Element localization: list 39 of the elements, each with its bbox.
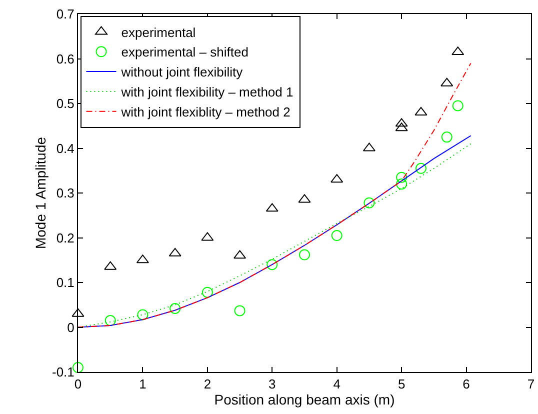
y-tick-label: 0.7: [56, 6, 74, 22]
legend-label: with joint flexibility – method 1: [120, 84, 294, 100]
x-tick-label: 3: [268, 376, 276, 392]
point: [266, 259, 278, 270]
point: [299, 249, 310, 260]
y-tick-label: 0.1: [56, 275, 74, 290]
legend-label: without joint flexibility: [120, 64, 244, 80]
legend-label: experimental – shifted: [121, 44, 248, 60]
y-tick-label: 0.3: [56, 186, 74, 201]
point: [202, 286, 213, 298]
line-series: [78, 62, 472, 328]
x-tick-label: 6: [462, 376, 470, 392]
x-tick-label: 5: [398, 376, 406, 392]
y-tick-label: 0.6: [56, 51, 74, 66]
point: [170, 302, 181, 314]
x-tick-label: 7: [527, 376, 535, 392]
y-tick-label: 0: [67, 320, 74, 335]
x-tick-label: 1: [139, 376, 146, 392]
point: [452, 100, 464, 112]
legend-label: with joint flexiblity – method 2: [120, 104, 290, 120]
point: [137, 309, 148, 320]
y-tick-label: -0.1: [52, 364, 74, 380]
x-tick-label: 4: [333, 376, 340, 392]
point: [396, 178, 408, 190]
point: [72, 362, 84, 374]
y-axis-title: Mode 1 Amplitude: [32, 136, 49, 250]
point: [234, 305, 246, 316]
y-tick-label: 0.2: [56, 230, 74, 246]
point: [415, 162, 426, 174]
x-axis-title: Position along beam axis (m): [214, 392, 395, 408]
point: [364, 197, 375, 208]
x-tick-label: 2: [204, 376, 212, 392]
point: [396, 172, 408, 183]
legend-label: experimental: [121, 24, 196, 40]
y-tick-label: 0.5: [56, 96, 74, 112]
y-tick-label: 0.4: [56, 140, 74, 156]
point: [331, 230, 342, 242]
point: [441, 132, 452, 143]
point: [104, 315, 116, 326]
